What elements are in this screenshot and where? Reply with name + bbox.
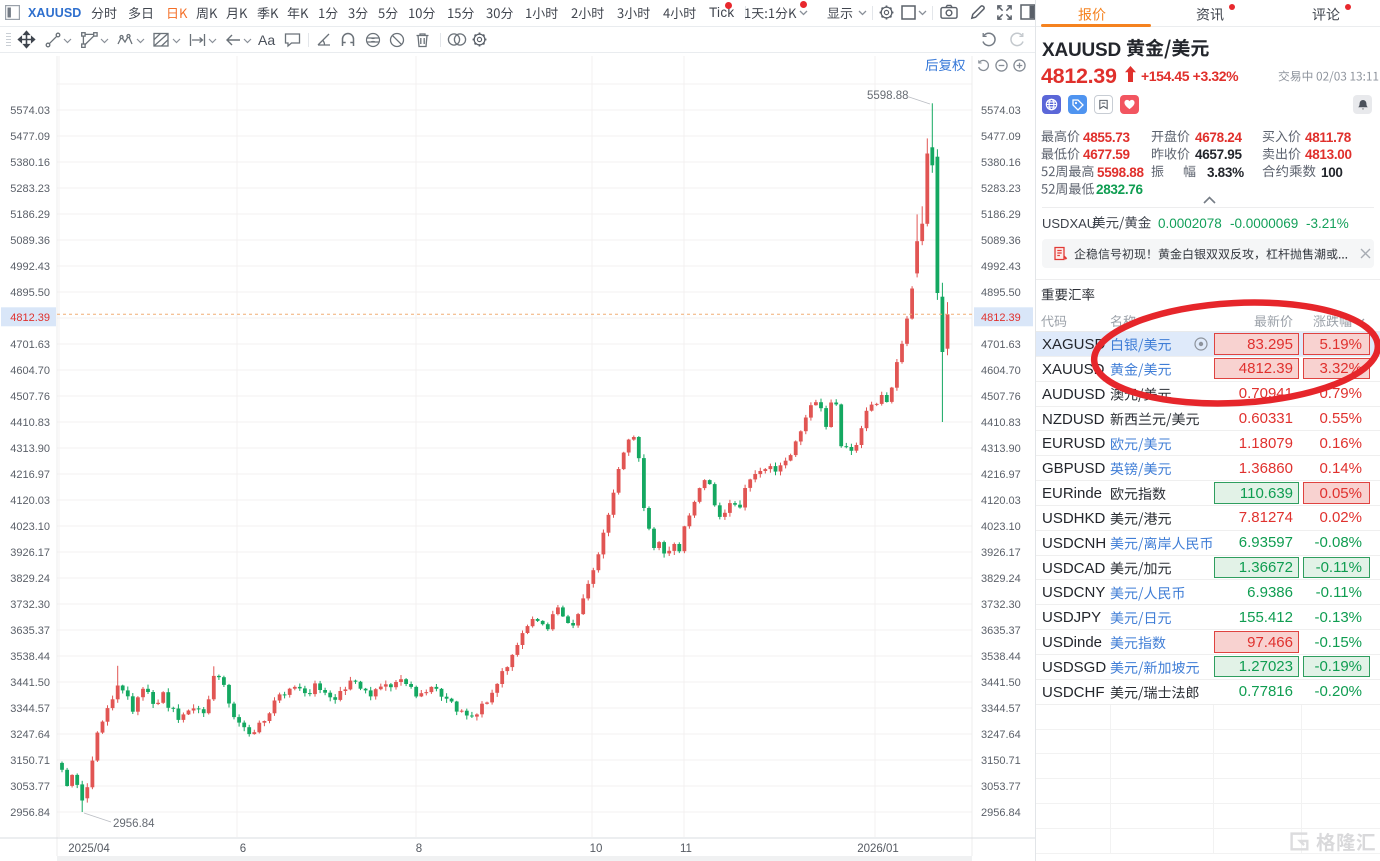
svg-text:3150.71: 3150.71 bbox=[981, 755, 1021, 767]
svg-text:4216.97: 4216.97 bbox=[10, 469, 50, 481]
svg-text:2956.84: 2956.84 bbox=[981, 807, 1021, 819]
svg-text:3150.71: 3150.71 bbox=[10, 755, 50, 767]
svg-text:3441.50: 3441.50 bbox=[981, 677, 1021, 689]
svg-text:4023.10: 4023.10 bbox=[981, 521, 1021, 533]
svg-text:4812.39: 4812.39 bbox=[981, 312, 1021, 324]
svg-text:5380.16: 5380.16 bbox=[10, 157, 50, 169]
svg-text:4410.83: 4410.83 bbox=[981, 417, 1021, 429]
svg-text:2956.84: 2956.84 bbox=[10, 807, 50, 819]
svg-text:5574.03: 5574.03 bbox=[981, 105, 1021, 117]
svg-text:4604.70: 4604.70 bbox=[981, 365, 1021, 377]
svg-text:10: 10 bbox=[590, 843, 603, 855]
svg-text:2025/04: 2025/04 bbox=[68, 843, 110, 855]
svg-text:5574.03: 5574.03 bbox=[10, 105, 50, 117]
svg-text:3247.64: 3247.64 bbox=[981, 729, 1021, 741]
svg-text:3053.77: 3053.77 bbox=[981, 781, 1021, 793]
svg-text:4992.43: 4992.43 bbox=[10, 261, 50, 273]
svg-text:3344.57: 3344.57 bbox=[10, 703, 50, 715]
svg-text:3926.17: 3926.17 bbox=[981, 547, 1021, 559]
svg-text:4701.63: 4701.63 bbox=[981, 339, 1021, 351]
svg-text:5089.36: 5089.36 bbox=[10, 235, 50, 247]
svg-text:4410.83: 4410.83 bbox=[10, 417, 50, 429]
svg-text:5283.23: 5283.23 bbox=[981, 183, 1021, 195]
svg-text:4120.03: 4120.03 bbox=[10, 495, 50, 507]
svg-text:2026/01: 2026/01 bbox=[857, 843, 899, 855]
svg-text:4313.90: 4313.90 bbox=[981, 443, 1021, 455]
svg-text:4895.50: 4895.50 bbox=[981, 287, 1021, 299]
svg-text:3732.30: 3732.30 bbox=[10, 599, 50, 611]
svg-text:2956.84: 2956.84 bbox=[113, 818, 155, 830]
svg-text:4216.97: 4216.97 bbox=[981, 469, 1021, 481]
svg-text:5477.09: 5477.09 bbox=[981, 131, 1021, 143]
svg-text:4313.90: 4313.90 bbox=[10, 443, 50, 455]
svg-text:5186.29: 5186.29 bbox=[10, 209, 50, 221]
svg-text:4120.03: 4120.03 bbox=[981, 495, 1021, 507]
svg-text:4023.10: 4023.10 bbox=[10, 521, 50, 533]
svg-text:4992.43: 4992.43 bbox=[981, 261, 1021, 273]
svg-text:4812.39: 4812.39 bbox=[10, 312, 50, 324]
svg-text:3247.64: 3247.64 bbox=[10, 729, 50, 741]
svg-text:3829.24: 3829.24 bbox=[10, 573, 50, 585]
svg-text:11: 11 bbox=[680, 843, 692, 855]
svg-text:3926.17: 3926.17 bbox=[10, 547, 50, 559]
svg-text:4895.50: 4895.50 bbox=[10, 287, 50, 299]
svg-text:5283.23: 5283.23 bbox=[10, 183, 50, 195]
svg-text:5477.09: 5477.09 bbox=[10, 131, 50, 143]
svg-text:3053.77: 3053.77 bbox=[10, 781, 50, 793]
svg-text:3635.37: 3635.37 bbox=[981, 625, 1021, 637]
svg-text:3538.44: 3538.44 bbox=[981, 651, 1021, 663]
svg-text:5598.88: 5598.88 bbox=[867, 90, 909, 102]
svg-text:3635.37: 3635.37 bbox=[10, 625, 50, 637]
svg-text:6: 6 bbox=[240, 843, 246, 855]
svg-text:4507.76: 4507.76 bbox=[981, 391, 1021, 403]
svg-text:5089.36: 5089.36 bbox=[981, 235, 1021, 247]
svg-text:5380.16: 5380.16 bbox=[981, 157, 1021, 169]
svg-text:3441.50: 3441.50 bbox=[10, 677, 50, 689]
svg-text:8: 8 bbox=[416, 843, 422, 855]
svg-text:3344.57: 3344.57 bbox=[981, 703, 1021, 715]
svg-text:4701.63: 4701.63 bbox=[10, 339, 50, 351]
svg-text:5186.29: 5186.29 bbox=[981, 209, 1021, 221]
svg-text:4507.76: 4507.76 bbox=[10, 391, 50, 403]
svg-text:4604.70: 4604.70 bbox=[10, 365, 50, 377]
svg-text:3732.30: 3732.30 bbox=[981, 599, 1021, 611]
svg-text:3829.24: 3829.24 bbox=[981, 573, 1021, 585]
svg-text:3538.44: 3538.44 bbox=[10, 651, 50, 663]
